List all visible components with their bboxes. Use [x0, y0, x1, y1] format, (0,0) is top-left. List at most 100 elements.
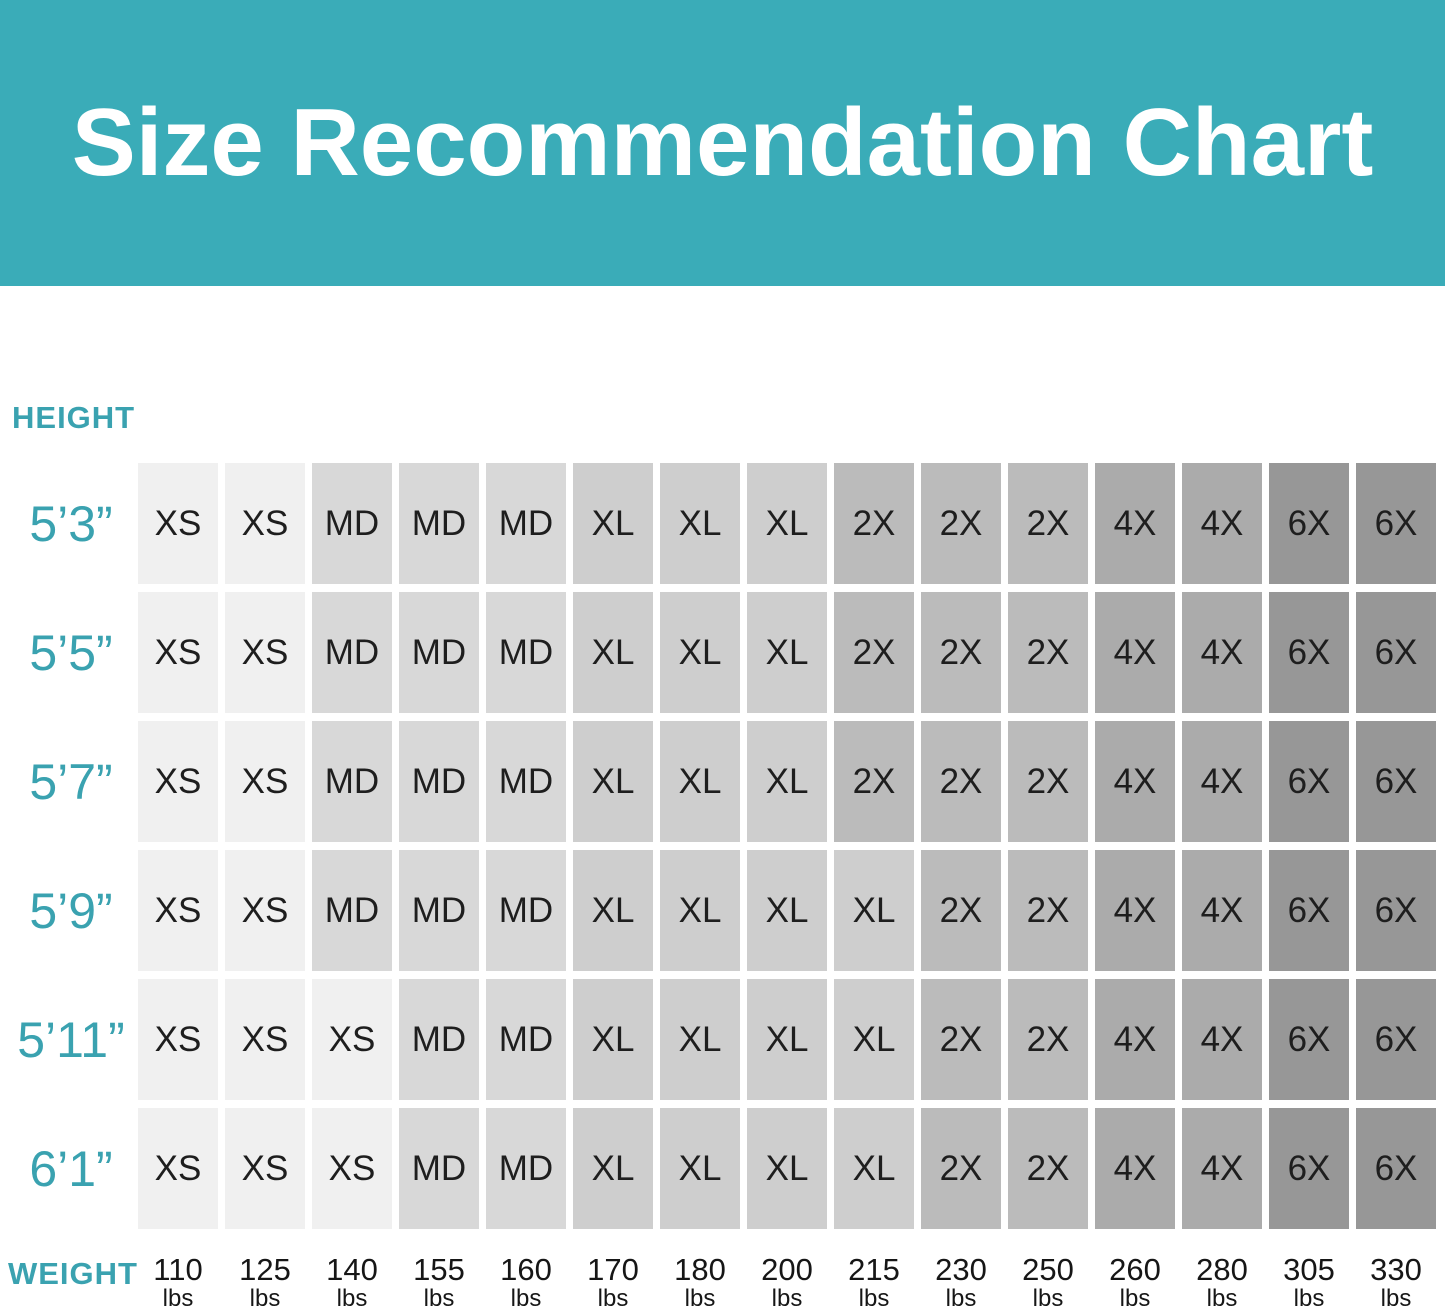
weight-value: 250 [1022, 1252, 1074, 1287]
size-cell: MD [312, 721, 392, 842]
weight-unit: lbs [423, 1285, 455, 1312]
weight-value: 305 [1283, 1252, 1335, 1287]
size-cell: MD [486, 463, 566, 584]
weight-column-labels: 110 lbs 125 lbs 140 lbs 155 lbs 160 lbs 170 lbs 180 l… [138, 1252, 1436, 1312]
size-cell: XL [573, 850, 653, 971]
weight-column-label: 230 lbs [921, 1254, 1001, 1312]
size-cell: XL [660, 592, 740, 713]
size-cell: MD [399, 721, 479, 842]
size-cell: XL [573, 721, 653, 842]
weight-column-label: 110 lbs [138, 1252, 218, 1312]
weight-column-label: 280 lbs [1182, 1252, 1262, 1312]
size-cell: XS [138, 721, 218, 842]
weight-value: 140 [326, 1252, 378, 1287]
size-cell: 2X [921, 463, 1001, 584]
weight-column-label: 125 lbs [225, 1254, 305, 1312]
weight-column-label: 250 lbs [1008, 1252, 1088, 1312]
size-cell: MD [399, 463, 479, 584]
size-cell: 4X [1095, 592, 1175, 713]
size-cell: 6X [1356, 721, 1436, 842]
weight-unit: lbs [1206, 1285, 1238, 1312]
size-cell: XL [660, 1108, 740, 1229]
weight-unit: lbs [1032, 1285, 1064, 1312]
size-cell: 6X [1269, 1108, 1349, 1229]
size-cell: MD [399, 979, 479, 1100]
weight-value: 110 [153, 1252, 203, 1287]
size-cell: XL [747, 463, 827, 584]
size-cell: XL [660, 979, 740, 1100]
height-row-label: 5’11” [17, 1011, 125, 1068]
weight-column-label: 160 lbs [486, 1252, 566, 1312]
weight-value: 280 [1196, 1252, 1248, 1287]
size-cell: 6X [1269, 850, 1349, 971]
size-cell: XL [660, 850, 740, 971]
size-cell: 4X [1182, 850, 1262, 971]
size-cell: XS [225, 979, 305, 1100]
weight-value: 160 [500, 1252, 552, 1287]
weight-unit: lbs [1380, 1285, 1412, 1312]
size-cell: 2X [1008, 850, 1088, 971]
weight-value: 215 [848, 1252, 900, 1287]
height-row-label: 6’1” [29, 1140, 113, 1197]
size-cell: MD [312, 463, 392, 584]
weight-unit: lbs [1293, 1285, 1325, 1312]
weight-value: 170 [587, 1252, 639, 1287]
size-cell: 4X [1095, 979, 1175, 1100]
height-row-label: 5’3” [29, 495, 113, 552]
size-cell: 6X [1269, 721, 1349, 842]
size-cell: XL [747, 850, 827, 971]
weight-column-label: 330 lbs [1356, 1254, 1436, 1312]
weight-column-label: 200 lbs [747, 1252, 827, 1312]
size-cell: MD [486, 979, 566, 1100]
weight-unit: lbs [162, 1285, 194, 1312]
size-cell: 6X [1356, 850, 1436, 971]
size-cell: 6X [1356, 592, 1436, 713]
weight-unit: lbs [771, 1285, 803, 1312]
size-cell: XS [225, 592, 305, 713]
size-cell: 4X [1182, 463, 1262, 584]
size-cell: XL [747, 721, 827, 842]
size-cell: XL [747, 979, 827, 1100]
size-cell: MD [486, 721, 566, 842]
size-cell: XL [573, 979, 653, 1100]
size-cell: 4X [1095, 850, 1175, 971]
weight-value: 260 [1109, 1252, 1161, 1287]
size-cell: 2X [834, 721, 914, 842]
size-cell: XL [573, 1108, 653, 1229]
weight-column-label: 180 lbs [660, 1252, 740, 1312]
size-cell: MD [312, 592, 392, 713]
height-row-label: 5’9” [29, 882, 113, 939]
size-cell: XS [138, 463, 218, 584]
size-cell: XS [225, 721, 305, 842]
size-cell: MD [399, 1108, 479, 1229]
size-cell: 2X [921, 1108, 1001, 1229]
size-cell: 2X [834, 463, 914, 584]
size-cell: XS [138, 592, 218, 713]
weight-column-label: 170 lbs [573, 1252, 653, 1312]
size-cell: XS [225, 850, 305, 971]
size-cell: MD [312, 850, 392, 971]
weight-value: 200 [761, 1252, 813, 1287]
size-cell: MD [486, 592, 566, 713]
size-cell: 2X [1008, 979, 1088, 1100]
size-cell: XL [834, 979, 914, 1100]
weight-unit: lbs [510, 1285, 542, 1312]
size-cell: XS [225, 1108, 305, 1229]
weight-column-label: 260 lbs [1095, 1252, 1175, 1312]
size-cell: XL [573, 463, 653, 584]
size-cell: MD [486, 1108, 566, 1229]
size-cell: MD [399, 592, 479, 713]
size-cell: XL [834, 1108, 914, 1229]
size-cell: 6X [1356, 979, 1436, 1100]
weight-unit: lbs [684, 1285, 716, 1312]
size-cell: XL [834, 850, 914, 971]
size-cell: 4X [1095, 721, 1175, 842]
weight-column-label: 155 lbs [399, 1254, 479, 1312]
size-cell: XL [660, 463, 740, 584]
height-row-labels: 5’3” 5’5” 5’7” 5’9” 5’11” 6’1” [0, 463, 142, 1229]
size-cell: 4X [1182, 721, 1262, 842]
weight-value: 180 [674, 1252, 726, 1287]
size-cell: 6X [1269, 979, 1349, 1100]
weight-unit: lbs [858, 1285, 890, 1312]
size-cell: 4X [1095, 1108, 1175, 1229]
